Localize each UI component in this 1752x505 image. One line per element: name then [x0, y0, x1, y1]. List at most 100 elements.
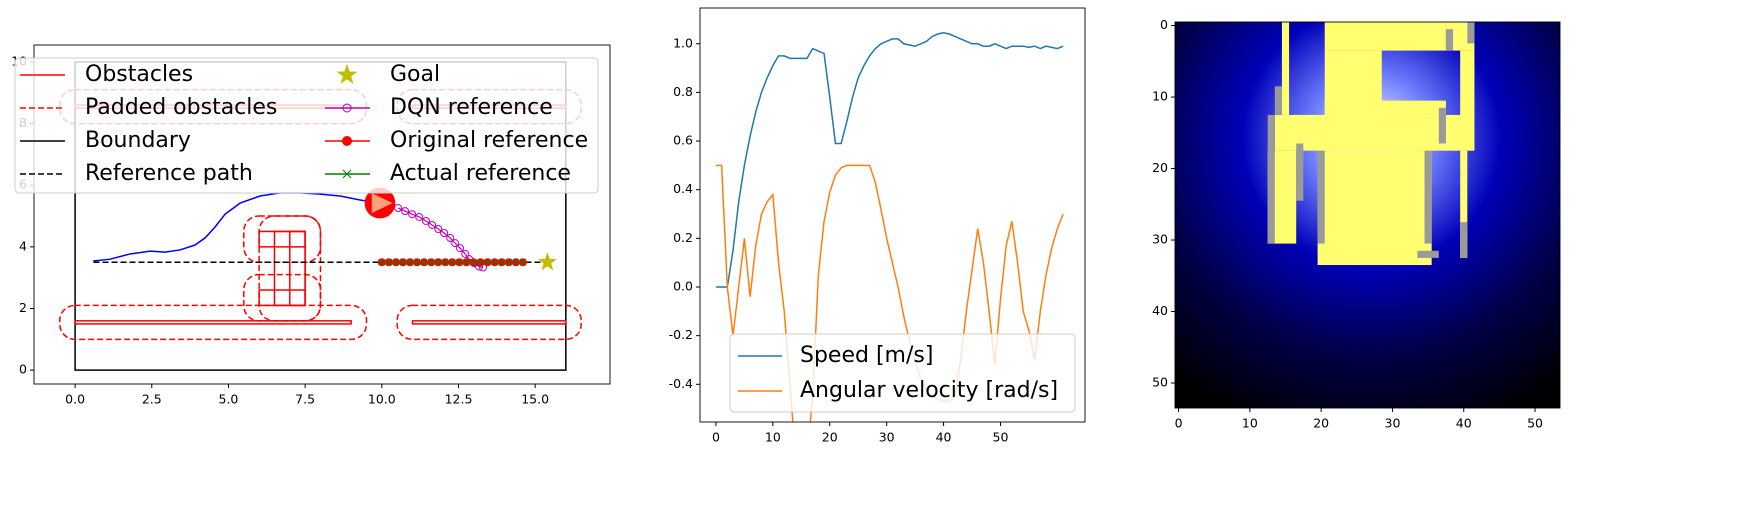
actual-point [441, 258, 449, 266]
edge-region [1467, 22, 1475, 44]
legend-marker [342, 136, 352, 146]
actual-point [505, 258, 513, 266]
y-tick-label: 0.4 [673, 181, 693, 196]
y-tick-label: -0.4 [669, 376, 693, 391]
edge-region [1274, 86, 1282, 115]
dqn-point [440, 228, 449, 237]
y-tick-label: 1.0 [673, 35, 693, 50]
actual-point [434, 258, 442, 266]
x-tick-label: 50 [993, 430, 1009, 445]
actual-point [477, 258, 484, 266]
actual-point [406, 258, 414, 266]
dqn-point [456, 244, 465, 253]
axes-frame [1174, 21, 1561, 409]
edge-region [1445, 29, 1454, 51]
free-region [1317, 150, 1432, 266]
goal [537, 252, 557, 271]
y-tick-label: 0.8 [673, 84, 693, 99]
actual-point [519, 258, 527, 266]
actual-point [470, 258, 477, 266]
y-tick-label: 0.6 [673, 133, 693, 148]
trajectory [93, 192, 381, 262]
legend-label: Padded obstacles [85, 95, 277, 120]
x-tick-label: 0 [712, 430, 720, 445]
plot-area [715, 32, 1064, 422]
y-tick-label: 0.2 [673, 230, 693, 245]
axes-frame [699, 7, 1086, 423]
y-tick-label: 4 [19, 238, 27, 253]
legend-box [14, 57, 599, 194]
edge-region [1460, 222, 1468, 258]
actual-point [413, 258, 421, 266]
x-tick-label: 0 [1175, 416, 1183, 431]
x-tick-label: 30 [1385, 416, 1401, 431]
actual-point [427, 258, 435, 266]
x-tick-label: 5.0 [219, 392, 239, 407]
actual-point [399, 258, 407, 266]
y-tick-label: 10 [1152, 89, 1168, 104]
x-tick-label: 15.0 [521, 392, 549, 407]
robot-heading [371, 193, 393, 214]
actual-point [512, 258, 520, 266]
dqn-point [421, 216, 430, 225]
y-tick-label: 2 [19, 300, 27, 315]
padded-obstacle [243, 215, 322, 264]
edge-region [1296, 143, 1304, 201]
actual-point [448, 258, 456, 266]
x-tick-label: 7.5 [295, 392, 315, 407]
legend-label: DQN reference [390, 95, 553, 120]
edge-region [1424, 150, 1432, 244]
free-region [1324, 22, 1446, 51]
y-tick-label: 50 [1152, 374, 1168, 389]
dqn-point [446, 233, 455, 242]
padded-obstacle [258, 215, 322, 322]
y-tick-label: 40 [1152, 303, 1168, 318]
actual-point [484, 258, 491, 266]
padded-obstacle [59, 304, 368, 341]
edge-region [1317, 150, 1325, 244]
series-line [715, 164, 1064, 422]
legend-star [336, 64, 358, 84]
y-tick-label: -0.2 [669, 327, 693, 342]
dqn-point [428, 220, 437, 229]
actual-point [385, 258, 393, 266]
x-tick-label: 20 [822, 430, 838, 445]
x-tick-label: 12.5 [445, 392, 473, 407]
edge-region [1267, 114, 1275, 244]
legend-label: Angular velocity [rad/s] [800, 378, 1058, 403]
actual-point [463, 258, 470, 266]
y-tick-label: 30 [1152, 232, 1168, 247]
free-region [1274, 114, 1468, 151]
series-line [715, 32, 1064, 288]
y-tick-label: 0 [19, 362, 27, 377]
obstacle [258, 230, 306, 248]
actual-point [491, 258, 499, 266]
actual-point [498, 258, 506, 266]
legend-label: Reference path [85, 161, 253, 186]
dqn-point [394, 204, 403, 213]
x-tick-label: 0.0 [65, 392, 85, 407]
legend-marker [342, 169, 352, 179]
actual-point [456, 258, 463, 266]
dqn-point [461, 249, 470, 258]
x-tick-label: 10 [765, 430, 781, 445]
free-region [1324, 100, 1446, 115]
legend-label: Actual reference [390, 161, 571, 186]
obstacle [258, 289, 306, 307]
legend-label: Goal [390, 62, 440, 87]
legend-label: Original reference [390, 128, 588, 153]
x-tick-label: 20 [1313, 416, 1329, 431]
x-tick-label: 2.5 [142, 392, 162, 407]
axes-frame [33, 44, 611, 385]
edge-region [1438, 107, 1446, 144]
free-region [1460, 150, 1468, 258]
dqn-point [415, 212, 424, 221]
obstacle [411, 320, 567, 325]
x-tick-label: 40 [936, 430, 952, 445]
x-tick-label: 50 [1527, 416, 1543, 431]
x-tick-label: 10.0 [368, 392, 396, 407]
dqn-point [451, 239, 460, 248]
legend-marker [342, 103, 352, 113]
padded-obstacle [396, 304, 582, 341]
